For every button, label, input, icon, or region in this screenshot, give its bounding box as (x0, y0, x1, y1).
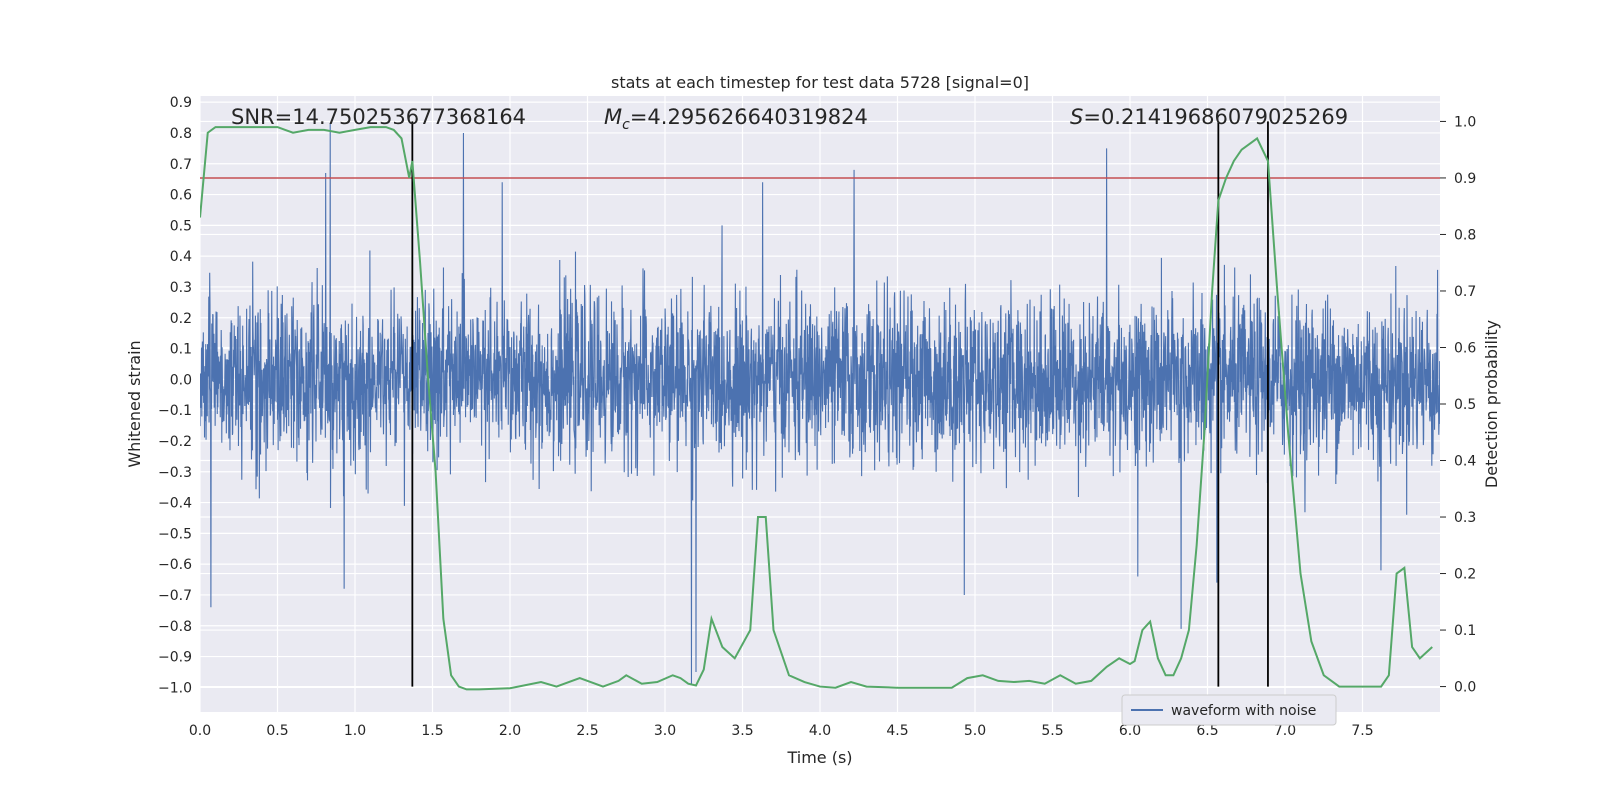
y2-tick-label: 0.3 (1454, 510, 1476, 526)
x-tick-label: 4.0 (809, 723, 831, 739)
y-tick-label: −0.1 (158, 403, 192, 419)
y-tick-label: 0.5 (170, 218, 192, 234)
y-tick-label: −0.7 (158, 588, 192, 604)
y-tick-label: 0.7 (170, 157, 192, 173)
y-tick-label: 0.9 (170, 95, 192, 111)
y2-tick-label: 0.4 (1454, 454, 1476, 470)
y-tick-labels: 0.9 0.8 0.7 0.6 0.5 0.4 0.3 0.2 0.1 0.0 −0.1 −0.2 −0… (158, 95, 192, 696)
x-tick-label: 0.0 (189, 723, 211, 739)
y2-tick-label: 0.2 (1454, 567, 1476, 583)
y-tick-label: 0.1 (170, 342, 192, 358)
overlay-lines (200, 121, 1440, 691)
y-tick-label: 0.0 (170, 372, 192, 388)
y2-tick-label: 0.0 (1454, 680, 1476, 696)
y2-tick-label: 0.6 (1454, 340, 1476, 356)
x-tick-label: 4.5 (886, 723, 908, 739)
x-tick-label: 7.0 (1274, 723, 1296, 739)
x-tick-labels: 0.0 0.5 1.0 1.5 2.0 2.5 3.0 3.5 4.0 4.5 5.0 5.5 6.0 6… (189, 723, 1374, 739)
y2-tick-label: 0.5 (1454, 397, 1476, 413)
y2-tick-label: 1.0 (1454, 114, 1476, 130)
y2-tick-labels: 1.0 0.9 0.8 0.7 0.6 0.5 0.4 0.3 0.2 0.1 0.0 (1440, 114, 1476, 696)
chirp-mass-symbol: M (604, 105, 622, 129)
x-tick-label: 6.5 (1196, 723, 1218, 739)
y-tick-label: −0.3 (158, 465, 192, 481)
x-tick-label: 0.5 (266, 723, 288, 739)
y-tick-label: 0.8 (170, 126, 192, 142)
y-tick-label: −0.8 (158, 619, 192, 635)
y-tick-label: 0.2 (170, 311, 192, 327)
x-tick-label: 1.0 (344, 723, 366, 739)
y-tick-label: −1.0 (158, 680, 192, 696)
y-axis-label: Whitened strain (125, 340, 144, 467)
y-tick-label: 0.6 (170, 188, 192, 204)
y-tick-label: −0.9 (158, 650, 192, 666)
x-tick-label: 3.0 (654, 723, 676, 739)
waveform-series (200, 123, 1440, 685)
x-tick-label: 1.5 (421, 723, 443, 739)
x-tick-label: 5.5 (1041, 723, 1063, 739)
legend: waveform with noise (1121, 694, 1337, 726)
x-axis-label: Time (s) (786, 748, 852, 767)
waveform-line (200, 123, 1440, 685)
chirp-mass-subscript: c (622, 117, 630, 133)
y-tick-label: −0.5 (158, 526, 192, 542)
detection-probability-line (200, 126, 1433, 691)
x-tick-label: 6.0 (1119, 723, 1141, 739)
chirp-mass-annotation: Mc=4.295626640319824 (604, 105, 868, 133)
y2-tick-label: 0.7 (1454, 284, 1476, 300)
x-tick-label: 7.5 (1351, 723, 1373, 739)
chirp-mass-value: =4.295626640319824 (630, 105, 868, 129)
x-tick-label: 2.0 (499, 723, 521, 739)
y2-axis-label: Detection probability (1482, 320, 1501, 488)
y2-tick-label: 0.1 (1454, 623, 1476, 639)
y-tick-label: −0.6 (158, 557, 192, 573)
y-tick-label: 0.4 (170, 249, 192, 265)
s-symbol: S (1070, 105, 1083, 129)
y2-tick-label: 0.9 (1454, 171, 1476, 187)
legend-box (1121, 694, 1337, 726)
chart-title: stats at each timestep for test data 572… (611, 73, 1029, 92)
legend-entry-waveform: waveform with noise (1171, 703, 1316, 719)
y-tick-label: −0.2 (158, 434, 192, 450)
x-tick-label: 3.5 (731, 723, 753, 739)
y-tick-label: 0.3 (170, 280, 192, 296)
x-tick-label: 5.0 (964, 723, 986, 739)
y-tick-label: −0.4 (158, 496, 192, 512)
s-value: =0.21419686079025269 (1083, 105, 1348, 129)
s-annotation: S=0.21419686079025269 (1070, 105, 1348, 129)
snr-annotation: SNR=14.750253677368164 (231, 105, 526, 129)
y2-tick-label: 0.8 (1454, 227, 1476, 243)
x-tick-label: 2.5 (576, 723, 598, 739)
